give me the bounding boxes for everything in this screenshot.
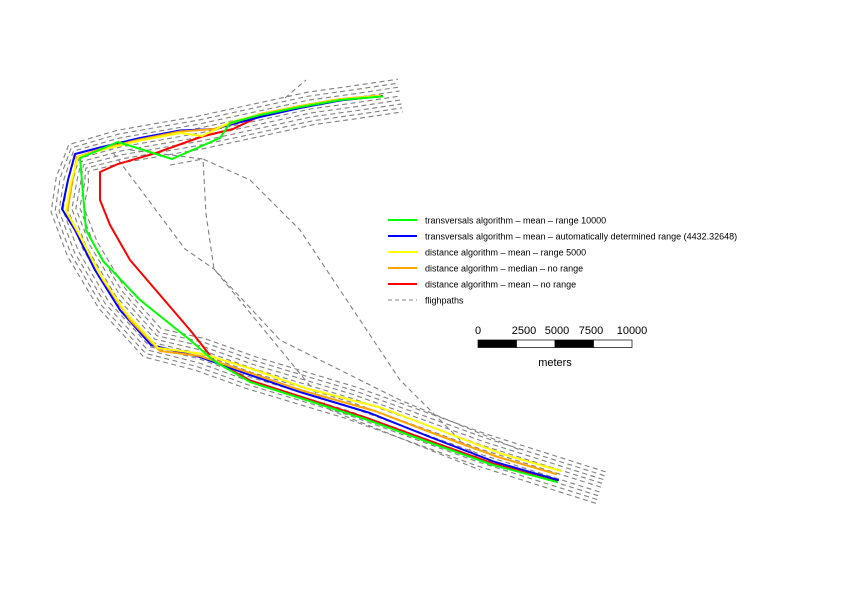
svg-text:5000: 5000 [545,325,569,337]
svg-text:2500: 2500 [512,325,536,337]
svg-text:7500: 7500 [579,325,603,337]
svg-text:transversals algorithm – mean: transversals algorithm – mean – automati… [425,232,737,242]
svg-text:transversals algorithm – mean: transversals algorithm – mean – range 10… [425,216,606,226]
svg-text:0: 0 [475,325,481,337]
svg-text:distance algorithm – mean – no: distance algorithm – mean – no range [425,280,576,290]
svg-text:distance algorithm – median –: distance algorithm – median – no range [425,264,583,274]
svg-text:meters: meters [538,357,572,369]
svg-text:flighpaths: flighpaths [425,296,464,306]
svg-text:distance algorithm – mean – ra: distance algorithm – mean – range 5000 [425,248,586,258]
svg-text:10000: 10000 [617,325,648,337]
